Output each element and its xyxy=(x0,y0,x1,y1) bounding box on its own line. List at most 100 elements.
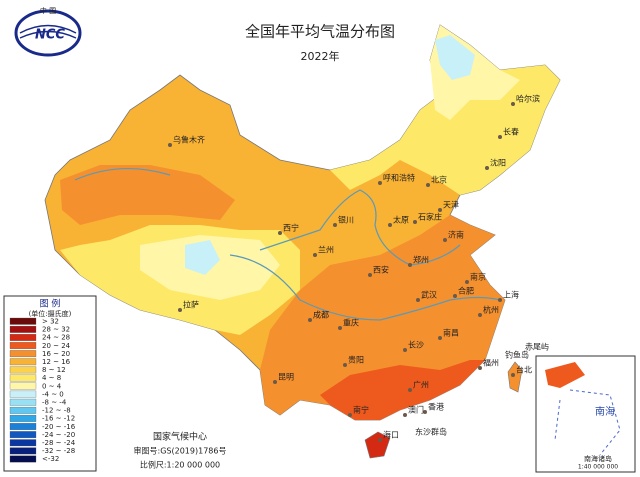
city-dot xyxy=(438,336,442,340)
legend-swatch xyxy=(9,325,37,333)
city-label: 济南 xyxy=(448,230,464,240)
city-dot xyxy=(426,183,430,187)
legend-label: -28 ~ -24 xyxy=(42,439,76,447)
city-dot xyxy=(278,231,282,235)
legend-label: -20 ~ -16 xyxy=(42,423,76,431)
city-label: 天津 xyxy=(443,200,459,210)
legend-label: 8 ~ 12 xyxy=(42,366,66,374)
legend-swatch xyxy=(9,334,37,341)
city-dot xyxy=(498,298,502,302)
place-label: 钓鱼岛 xyxy=(505,350,529,360)
city-label: 呼和浩特 xyxy=(383,173,415,183)
legend-swatch xyxy=(9,342,37,349)
city-dot xyxy=(498,135,502,139)
legend-swatch xyxy=(9,431,37,439)
city-dot xyxy=(416,298,420,302)
legend-swatch xyxy=(9,455,37,463)
inset-title: 南海诸岛 xyxy=(584,454,612,463)
city-dot xyxy=(388,223,392,227)
legend-swatch xyxy=(9,447,37,455)
city-dot xyxy=(465,280,469,284)
city-label: 武汉 xyxy=(421,290,437,300)
hainan xyxy=(364,431,391,459)
city-label: 昆明 xyxy=(278,373,294,382)
legend-swatch xyxy=(9,358,37,366)
city-dot xyxy=(438,208,442,212)
city-label: 北京 xyxy=(431,175,447,185)
subtitle: 2022年 xyxy=(301,49,340,63)
city-label: 郑州 xyxy=(413,255,429,265)
inset: 南海 南海诸岛 1:40 000 000 xyxy=(535,355,636,473)
city-label: 上海 xyxy=(503,290,519,300)
legend-title: 图 例 xyxy=(40,298,61,310)
legend-swatch xyxy=(9,374,37,382)
legend-label: > 32 xyxy=(42,318,59,326)
taiwan xyxy=(507,361,523,393)
city-dot xyxy=(453,294,457,298)
city-dot xyxy=(403,348,407,352)
legend-label: 20 ~ 24 xyxy=(42,342,71,350)
city-dot xyxy=(511,373,515,377)
city-dot xyxy=(423,410,427,414)
northeast-coldest xyxy=(435,35,475,80)
city-dot xyxy=(403,413,407,417)
legend-label: 24 ~ 28 xyxy=(42,334,70,342)
city-label: 南宁 xyxy=(353,405,369,415)
inset-land xyxy=(545,362,585,388)
legend-label: -12 ~ -8 xyxy=(42,407,71,415)
inset-line xyxy=(554,389,621,456)
city-dot xyxy=(408,263,412,267)
city-label: 海口 xyxy=(383,430,399,440)
legend-swatch xyxy=(9,366,37,374)
legend-label: -4 ~ 0 xyxy=(42,390,64,398)
city-label: 南京 xyxy=(470,272,486,282)
legend-swatch xyxy=(9,350,37,358)
city-label: 台北 xyxy=(516,365,532,375)
city-label: 拉萨 xyxy=(183,300,199,310)
city-dot xyxy=(408,388,412,392)
legend-swatch xyxy=(9,439,37,447)
city-label: 乌鲁木齐 xyxy=(173,135,205,145)
legend-swatch xyxy=(9,398,37,406)
city-label: 西宁 xyxy=(283,223,299,233)
inset-sea: 南海 xyxy=(595,405,615,418)
city-label: 哈尔滨 xyxy=(516,94,540,104)
city-label: 西安 xyxy=(373,265,389,275)
legend-label: 28 ~ 32 xyxy=(42,326,70,334)
plateau-cold xyxy=(185,240,220,275)
inset-scale: 1:40 000 000 xyxy=(578,464,618,471)
city-dot xyxy=(343,363,347,367)
city-label: 兰州 xyxy=(318,245,334,255)
footer-approval: 审图号:GS(2019)1786号 xyxy=(134,446,227,456)
city-label: 太原 xyxy=(393,215,409,225)
city-label: 重庆 xyxy=(343,318,359,328)
legend-label: <-32 xyxy=(42,455,59,463)
city-dot xyxy=(478,366,482,370)
city-dot xyxy=(511,102,515,106)
city-label: 长沙 xyxy=(408,340,424,350)
legend-label: -16 ~ -12 xyxy=(42,415,75,423)
city-dot xyxy=(178,308,182,312)
tarim-zone xyxy=(60,165,235,225)
city-dot xyxy=(333,223,337,227)
legend-label: 4 ~ 8 xyxy=(42,374,61,382)
city-label: 澳门 xyxy=(408,405,424,415)
city-dot xyxy=(273,380,277,384)
legend-label: -8 ~ -4 xyxy=(42,399,67,407)
legend-label: -32 ~ -28 xyxy=(42,447,75,455)
legend-unit: (单位:摄氏度) xyxy=(29,309,72,318)
city-label: 广州 xyxy=(413,380,429,390)
legend-swatch xyxy=(9,390,37,398)
logo-top: 中 国 xyxy=(40,6,56,15)
city-label: 石家庄 xyxy=(418,212,442,222)
title: 全国年平均气温分布图 xyxy=(245,23,395,41)
legend-label: 16 ~ 20 xyxy=(42,350,70,358)
rivers xyxy=(74,168,501,321)
city-dot xyxy=(313,253,317,257)
place-label: 赤尾屿 xyxy=(525,343,549,352)
legend-swatch xyxy=(9,317,37,325)
city-label: 南昌 xyxy=(443,328,459,338)
